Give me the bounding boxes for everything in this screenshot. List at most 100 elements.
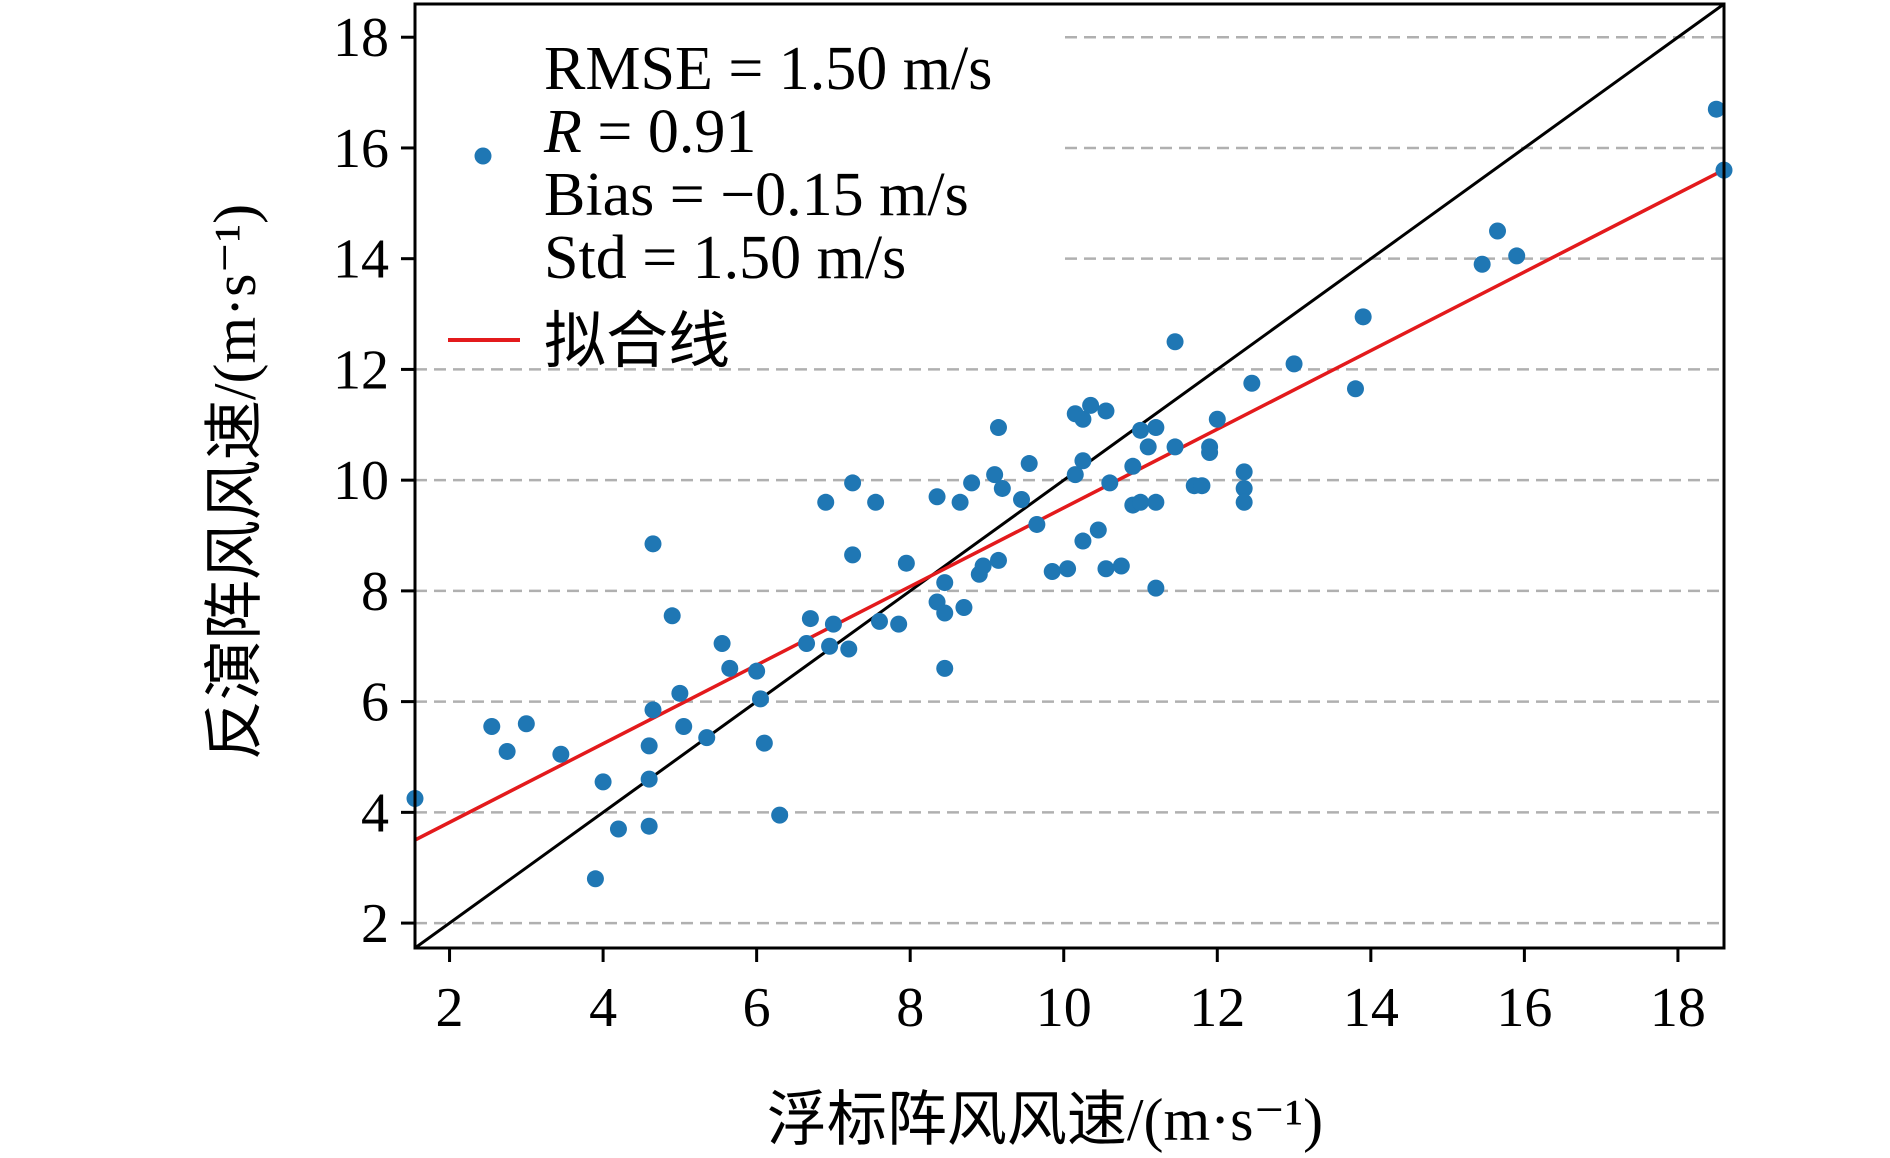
x-tick-label-8: 8	[896, 977, 924, 1039]
data-point-89	[1508, 247, 1526, 265]
y-tick-label-14: 14	[333, 229, 389, 291]
data-point-27	[824, 615, 842, 633]
legend-scatter-marker	[474, 147, 492, 165]
data-point-19	[748, 662, 766, 680]
data-point-53	[1059, 560, 1077, 578]
legend: RMSE = 1.50 m/s R = 0.91 Bias = −0.15 m/…	[448, 35, 992, 376]
data-point-10	[640, 737, 658, 755]
x-tick-label-12: 12	[1189, 977, 1245, 1039]
data-point-48	[993, 479, 1011, 497]
x-tick-label-4: 4	[589, 977, 617, 1039]
data-point-90	[1707, 100, 1725, 118]
x-axis-label: 浮标阵风风速/(m·s⁻¹)	[767, 1087, 1323, 1153]
y-tick-label-4: 4	[361, 782, 389, 844]
data-point-59	[1082, 396, 1100, 414]
y-tick-label-12: 12	[333, 339, 389, 401]
axis-ticks: 2 4 6 8 10 12 14 16 18 2 4 6 8 10 12 14 16 18	[333, 7, 1706, 1039]
data-point-38	[936, 604, 954, 622]
data-point-14	[671, 684, 689, 702]
legend-r: R = 0.91	[543, 98, 756, 166]
data-point-22	[771, 806, 789, 824]
data-point-12	[644, 535, 662, 553]
data-point-17	[713, 634, 731, 652]
data-point-28	[840, 640, 858, 658]
data-point-60	[1089, 521, 1107, 539]
plot-frame	[413, 2, 1726, 950]
data-point-29	[844, 474, 862, 492]
data-point-23	[798, 634, 816, 652]
data-point-6	[594, 773, 612, 791]
data-point-3	[517, 715, 535, 733]
data-point-56	[1074, 452, 1092, 470]
data-point-71	[1147, 493, 1165, 511]
y-axis-label: 反演阵风风速/(m·s⁻¹)	[202, 204, 268, 760]
legend-bias: Bias = −0.15 m/s	[544, 161, 969, 229]
legend-r-value: = 0.91	[582, 98, 756, 166]
data-point-13	[663, 607, 681, 625]
data-point-81	[1235, 479, 1253, 497]
data-point-46	[986, 466, 1004, 484]
data-point-68	[1132, 493, 1150, 511]
data-point-18	[721, 659, 739, 677]
data-point-15	[675, 718, 693, 736]
data-point-55	[1066, 466, 1084, 484]
data-point-26	[821, 637, 839, 655]
data-point-76	[1193, 477, 1211, 495]
data-point-25	[817, 493, 835, 511]
data-point-44	[974, 557, 992, 575]
data-point-62	[1097, 560, 1115, 578]
data-point-20	[751, 690, 769, 708]
data-point-69	[1139, 438, 1157, 456]
data-point-50	[1020, 455, 1038, 473]
data-point-30	[844, 546, 862, 564]
data-point-83	[1243, 374, 1261, 392]
data-point-11	[644, 701, 662, 719]
data-point-24	[801, 610, 819, 628]
y-tick-label-6: 6	[361, 672, 389, 734]
data-point-86	[1354, 308, 1372, 326]
x-tick-label-10: 10	[1036, 977, 1092, 1039]
data-point-67	[1132, 421, 1150, 439]
data-point-64	[1112, 557, 1130, 575]
data-point-35	[928, 488, 946, 506]
data-point-40	[951, 493, 969, 511]
x-tick-label-18: 18	[1650, 977, 1706, 1039]
data-point-7	[609, 820, 627, 838]
data-point-31	[867, 493, 885, 511]
data-point-84	[1285, 355, 1303, 373]
y-tick-label-2: 2	[361, 893, 389, 955]
data-point-49	[1013, 491, 1031, 509]
legend-r-symbol: R	[543, 98, 582, 166]
data-point-57	[1074, 410, 1092, 428]
data-point-32	[870, 612, 888, 630]
legend-rmse: RMSE = 1.50 m/s	[544, 35, 992, 103]
data-point-74	[1166, 438, 1184, 456]
data-point-8	[640, 817, 658, 835]
data-point-78	[1201, 443, 1219, 461]
data-point-4	[552, 745, 570, 763]
data-point-21	[755, 734, 773, 752]
data-point-85	[1346, 380, 1364, 398]
data-point-39	[936, 659, 954, 677]
data-point-70	[1147, 419, 1165, 437]
y-tick-label-18: 18	[333, 7, 389, 69]
x-tick-label-14: 14	[1343, 977, 1399, 1039]
data-point-82	[1235, 493, 1253, 511]
data-point-58	[1074, 532, 1092, 550]
data-point-52	[1043, 563, 1061, 581]
data-point-63	[1101, 474, 1119, 492]
data-points	[406, 100, 1733, 888]
data-point-80	[1235, 463, 1253, 481]
data-point-33	[890, 615, 908, 633]
y-tick-label-16: 16	[333, 118, 389, 180]
data-point-42	[963, 474, 981, 492]
legend-std: Std = 1.50 m/s	[544, 224, 906, 292]
data-point-61	[1097, 402, 1115, 420]
legend-fit-label: 拟合线	[544, 308, 730, 376]
data-point-5	[586, 870, 604, 888]
data-point-1	[483, 718, 501, 736]
data-point-79	[1208, 410, 1226, 428]
data-point-45	[989, 419, 1007, 437]
data-point-9	[640, 770, 658, 788]
